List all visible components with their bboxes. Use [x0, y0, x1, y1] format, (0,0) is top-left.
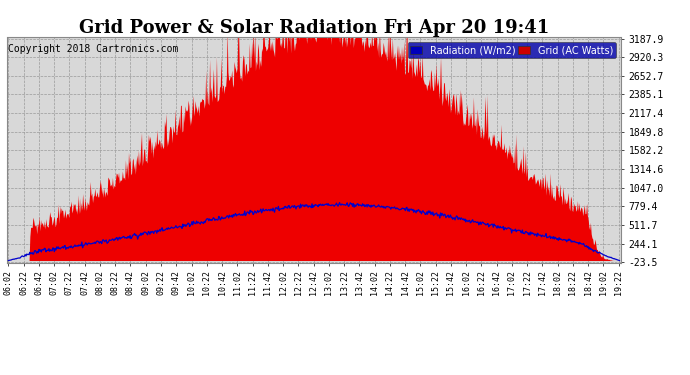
Legend: Radiation (W/m2), Grid (AC Watts): Radiation (W/m2), Grid (AC Watts): [408, 42, 616, 58]
Title: Grid Power & Solar Radiation Fri Apr 20 19:41: Grid Power & Solar Radiation Fri Apr 20 …: [79, 20, 549, 38]
Text: Copyright 2018 Cartronics.com: Copyright 2018 Cartronics.com: [8, 44, 179, 54]
